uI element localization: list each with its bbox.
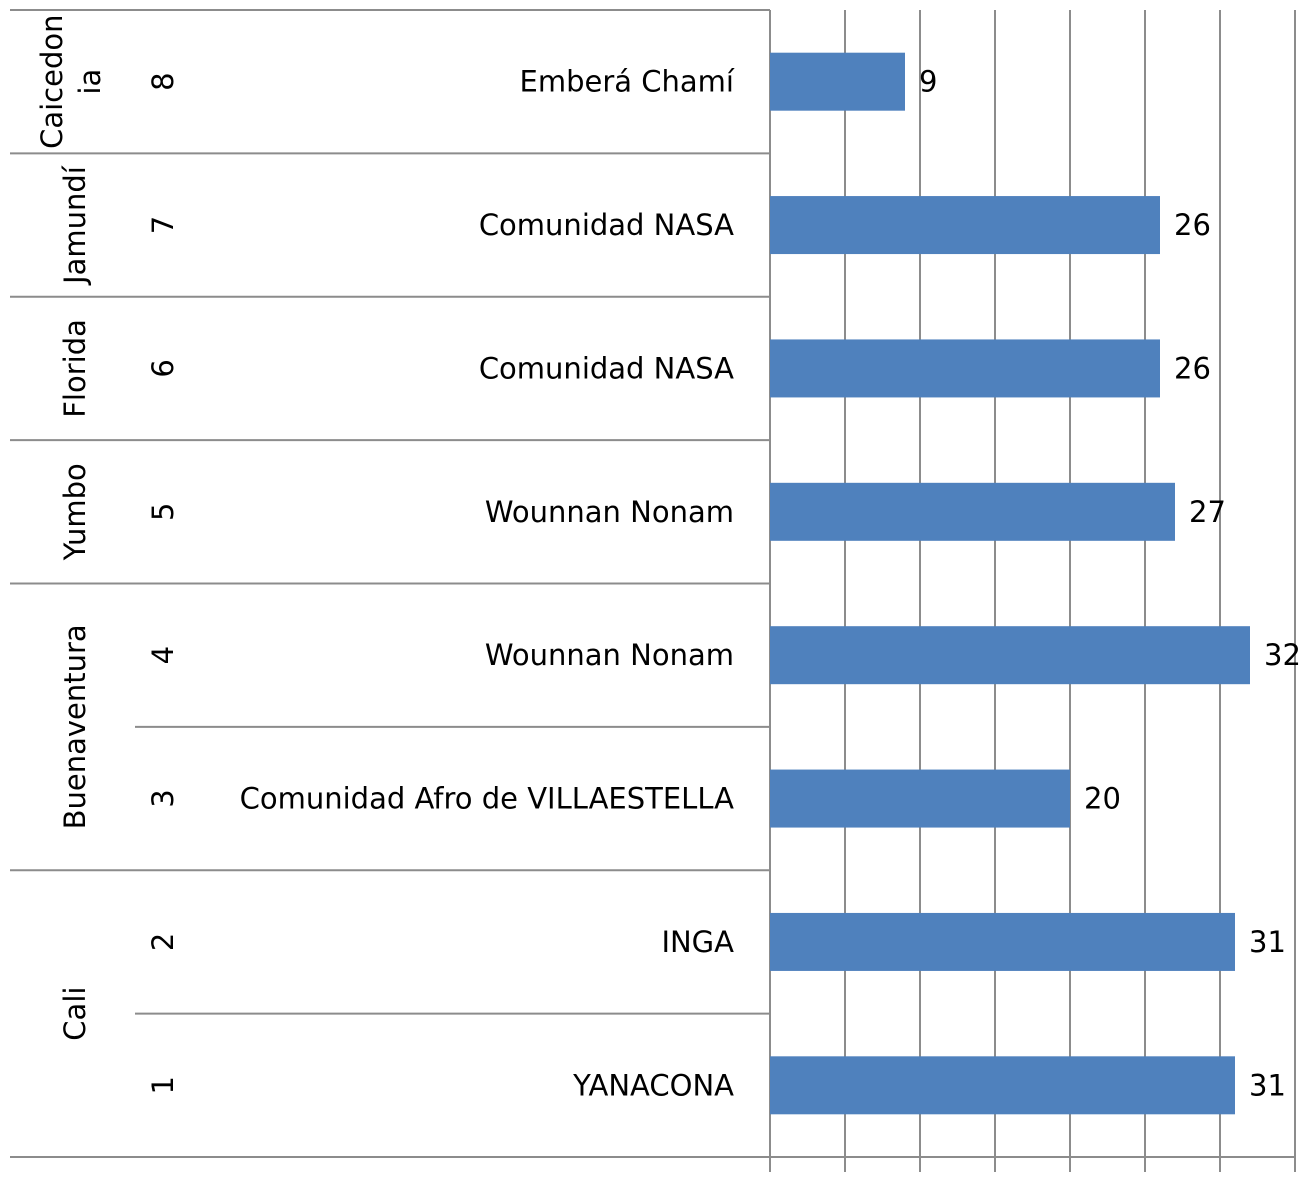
group-label-line: Florida bbox=[58, 319, 92, 418]
row-number: 4 bbox=[146, 646, 180, 664]
row-number: 1 bbox=[146, 1076, 180, 1094]
table-rules bbox=[10, 9, 1295, 1158]
gridlines bbox=[769, 10, 1296, 1172]
community-label: YANACONA bbox=[572, 1068, 734, 1102]
bar bbox=[770, 769, 1070, 828]
value-label: 26 bbox=[1174, 208, 1211, 242]
group-label: Jamundí bbox=[58, 165, 92, 286]
community-label: Emberá Chamí bbox=[520, 65, 735, 99]
row-number: 2 bbox=[146, 933, 180, 951]
row-number: 6 bbox=[146, 359, 180, 377]
group-label-line: Jamundí bbox=[58, 165, 92, 286]
labels: 8 Emberá Chamí 9 Caicedon ia 7 Comunidad NASA 2… bbox=[35, 14, 1301, 1102]
community-label: Comunidad Afro de VILLAESTELLA bbox=[240, 782, 735, 816]
group-label: Florida bbox=[58, 319, 92, 418]
value-label: 26 bbox=[1174, 351, 1211, 385]
group-label: Yumbo bbox=[58, 463, 92, 561]
community-label: INGA bbox=[661, 925, 734, 959]
bar bbox=[770, 196, 1160, 255]
bar bbox=[770, 482, 1175, 541]
group-label: Caicedon ia bbox=[35, 14, 107, 148]
bar bbox=[770, 1056, 1235, 1115]
group-label: Cali bbox=[58, 987, 92, 1041]
community-label: Wounnan Nonam bbox=[485, 495, 734, 529]
value-label: 9 bbox=[919, 65, 937, 99]
community-label: Wounnan Nonam bbox=[485, 638, 734, 672]
bar bbox=[770, 912, 1235, 971]
value-label: 27 bbox=[1189, 495, 1226, 529]
group-label: Buenaventura bbox=[58, 624, 92, 829]
value-label: 31 bbox=[1249, 925, 1286, 959]
bar bbox=[770, 339, 1160, 398]
group-label-line: Cali bbox=[58, 987, 92, 1041]
bar bbox=[770, 52, 905, 111]
row-number: 7 bbox=[146, 216, 180, 234]
value-label: 20 bbox=[1084, 782, 1121, 816]
bar bbox=[770, 626, 1250, 685]
group-label-line: Buenaventura bbox=[58, 624, 92, 829]
row-number: 3 bbox=[146, 789, 180, 807]
group-label-line: ia bbox=[73, 69, 107, 95]
bars bbox=[770, 52, 1250, 1115]
group-label-line: Yumbo bbox=[58, 463, 92, 561]
value-label: 31 bbox=[1249, 1068, 1286, 1102]
group-label-line: Caicedon bbox=[35, 14, 69, 148]
value-label: 32 bbox=[1264, 638, 1301, 672]
row-number: 8 bbox=[146, 72, 180, 90]
community-label: Comunidad NASA bbox=[479, 351, 734, 385]
row-number: 5 bbox=[146, 503, 180, 521]
community-label: Comunidad NASA bbox=[479, 208, 734, 242]
